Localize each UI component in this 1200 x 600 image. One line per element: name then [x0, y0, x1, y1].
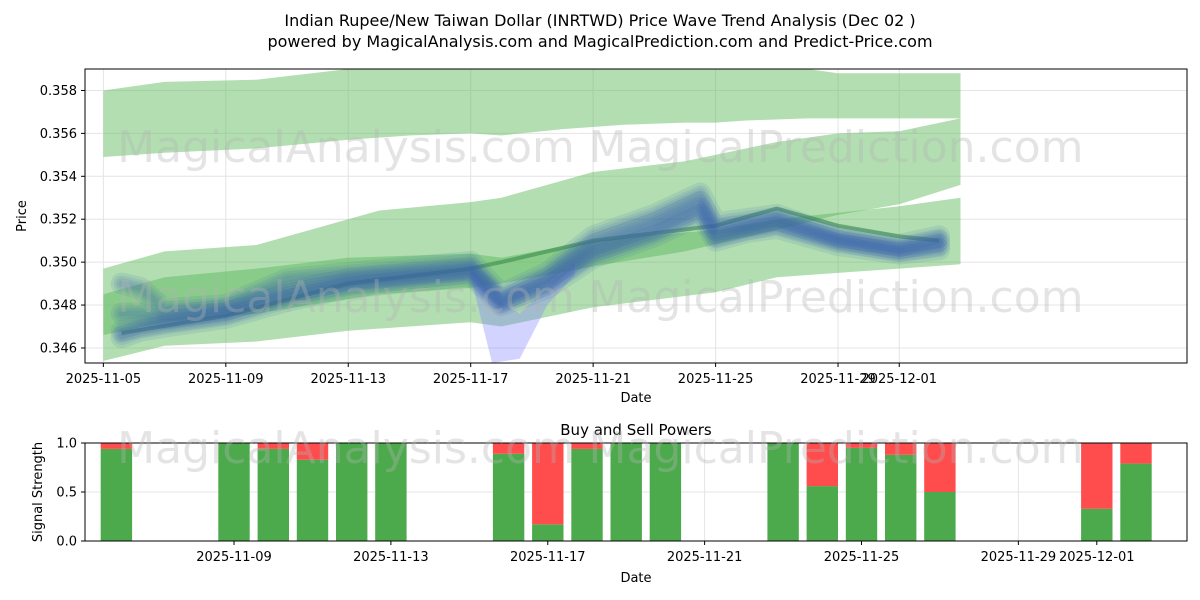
sub-x-axis-label: Date	[620, 571, 651, 586]
wave-line	[116, 196, 945, 324]
buy-power-bar	[257, 448, 289, 541]
lower-band	[103, 197, 961, 361]
x-tick-label: 2025-11-17	[433, 372, 509, 387]
buy-sell-plot: Buy and Sell Powers 2025-11-09 2025-11-13 2…	[31, 421, 1188, 586]
figure-title-line2: powered by MagicalAnalysis.com and Magic…	[267, 32, 932, 51]
y-tick-label: 0.350	[40, 256, 77, 271]
wave-line	[113, 206, 948, 346]
sub-x-tick-label: 2025-11-29	[981, 550, 1057, 565]
watermark-prediction-2: MagicalPrediction.com	[589, 272, 1084, 323]
sub-x-tick-label: 2025-11-09	[196, 550, 272, 565]
sell-power-bar	[100, 443, 133, 449]
buy-power-bar	[610, 443, 642, 541]
wave-line	[110, 182, 951, 321]
buy-power-bar	[845, 447, 878, 541]
wave-line	[116, 203, 945, 337]
sell-power-bar	[257, 443, 289, 449]
wave-line	[113, 200, 948, 339]
buy-power-bar	[885, 454, 917, 541]
buy-power-bar	[375, 443, 407, 541]
buy-power-bar	[1120, 463, 1152, 541]
y-axis-label: Price	[15, 200, 30, 232]
buy-power-bar	[1081, 508, 1113, 541]
wave-line	[118, 205, 943, 334]
y-tick-label: 0.358	[40, 84, 77, 99]
watermark-prediction-1: MagicalPrediction.com	[589, 122, 1084, 173]
wave-line	[113, 185, 948, 318]
sub-y-tick-label: 1.0	[56, 437, 77, 452]
buy-power-bar	[492, 453, 525, 541]
wave-dip-area	[470, 262, 575, 363]
x-axis-label: Date	[620, 391, 651, 406]
x-tick-label: 2025-11-05	[66, 372, 142, 387]
buy-power-bar	[336, 443, 368, 541]
sell-power-bar	[1120, 443, 1152, 464]
sell-power-bar	[924, 443, 956, 492]
sell-power-bar	[1081, 443, 1113, 509]
wave-line	[118, 211, 943, 341]
wave-line	[110, 203, 951, 349]
wave-line	[116, 188, 945, 315]
watermark-analysis-2: MagicalAnalysis.com	[117, 272, 575, 323]
y-tick-label: 0.356	[40, 127, 77, 142]
x-tick-label: 2025-11-25	[678, 372, 754, 387]
watermark-analysis-1: MagicalAnalysis.com	[117, 122, 575, 173]
plot-area	[103, 69, 961, 363]
sub-x-tick-label: 2025-12-01	[1059, 550, 1135, 565]
sub-y-tick-label: 0.5	[56, 486, 77, 501]
sell-power-bar	[532, 443, 564, 525]
sell-power-bar	[806, 443, 838, 487]
upper-band	[103, 69, 961, 157]
sub-x-tick-label: 2025-11-25	[824, 550, 900, 565]
sub-plot-title: Buy and Sell Powers	[560, 421, 712, 439]
wave-line	[113, 194, 948, 326]
plot-frame	[84, 68, 1188, 364]
x-tick-label: 2025-11-13	[310, 372, 386, 387]
figure-title-line1: Indian Rupee/New Taiwan Dollar (INRTWD) …	[284, 11, 915, 30]
wave-line	[116, 209, 945, 343]
y-tick-label: 0.354	[40, 170, 77, 185]
sub-x-tick-label: 2025-11-13	[353, 550, 429, 565]
sell-power-bar	[845, 443, 878, 448]
x-tick-label: 2025-11-09	[188, 372, 264, 387]
buy-power-bar	[218, 443, 250, 541]
y-tick-label: 0.352	[40, 213, 77, 228]
wave-line	[118, 199, 943, 321]
sub-x-tick-label: 2025-11-21	[667, 550, 743, 565]
watermark-analysis-3: MagicalAnalysis.com	[117, 423, 575, 474]
buy-power-bar	[649, 443, 682, 541]
sub-y-axis-label: Signal Strength	[31, 442, 46, 542]
price-wave-plot: 2025-11-05 2025-11-09 2025-11-13 2025-11-17…	[15, 68, 1188, 406]
x-tick-label: 2025-11-21	[555, 372, 631, 387]
watermark-prediction-3: MagicalPrediction.com	[589, 423, 1084, 474]
y-tick-label: 0.346	[40, 341, 77, 356]
x-tick-label: 2025-12-01	[861, 372, 937, 387]
sell-power-bar	[885, 443, 917, 455]
middle-band	[103, 118, 961, 336]
buy-power-bar	[571, 448, 603, 541]
wave-line	[118, 190, 943, 313]
buy-power-bar	[767, 443, 799, 541]
sub-y-tick-label: 0.0	[56, 535, 77, 550]
buy-power-bar	[100, 448, 133, 541]
sub-x-tick-label: 2025-11-17	[510, 550, 586, 565]
sell-power-bar	[296, 443, 329, 460]
x-tick-label: 2025-11-29	[800, 372, 876, 387]
sell-power-bar	[492, 443, 525, 454]
buy-power-bar	[924, 492, 956, 541]
wave-line	[110, 197, 951, 342]
wave-line	[110, 191, 951, 329]
buy-power-bar	[532, 524, 564, 541]
sell-power-bar	[571, 443, 603, 449]
buy-power-bar	[806, 486, 838, 541]
trend-line	[121, 206, 940, 335]
plot-background	[85, 69, 1187, 363]
y-tick-label: 0.348	[40, 299, 77, 314]
buy-power-bar	[296, 459, 329, 541]
